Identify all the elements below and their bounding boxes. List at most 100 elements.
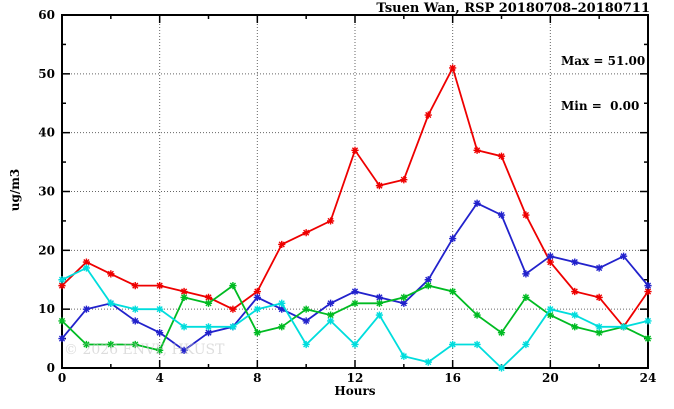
x-tick-labels: 0 4 8 12 16 20 24: [58, 371, 657, 385]
series-green-marker: [546, 311, 554, 319]
series-green-marker: [229, 282, 237, 290]
series-cyan-marker: [58, 276, 66, 284]
series-green-marker: [522, 293, 530, 301]
series-blue-marker: [351, 287, 359, 296]
series-blue-marker: [131, 317, 139, 325]
series-blue-marker: [473, 199, 481, 207]
series-blue-marker: [82, 305, 91, 313]
series-red-marker: [351, 146, 359, 154]
series-red-marker: [595, 293, 603, 301]
series-blue-marker: [595, 264, 603, 272]
series-blue-marker: [278, 305, 286, 313]
series-red-marker: [497, 152, 506, 160]
series-cyan-marker: [522, 340, 530, 349]
series-cyan-marker: [571, 311, 579, 319]
series-red-marker: [571, 287, 579, 296]
y-axis-label: ug/m3: [8, 168, 22, 212]
series-blue-marker: [449, 234, 457, 243]
series-cyan-marker: [180, 323, 188, 331]
series-red-marker: [107, 270, 115, 278]
svg-text:60: 60: [38, 8, 55, 22]
series-cyan-marker: [131, 305, 139, 313]
series-cyan-marker: [278, 299, 286, 307]
series-cyan-marker: [546, 305, 554, 313]
series-blue-marker: [253, 293, 261, 301]
watermark: © 2026 ENVF, HKUST: [64, 342, 225, 358]
series-red-marker: [131, 282, 139, 290]
series-green-marker: [571, 323, 579, 331]
series-blue-marker: [180, 346, 188, 354]
series-red-marker: [278, 240, 286, 249]
svg-text:30: 30: [38, 185, 55, 199]
series-green-marker: [302, 305, 310, 313]
series-cyan-marker: [326, 317, 335, 325]
series-green-marker: [424, 282, 432, 290]
series-blue-marker: [644, 282, 652, 290]
series-cyan-marker: [253, 305, 261, 313]
series-green-marker: [351, 299, 359, 307]
series-cyan-marker: [595, 323, 603, 331]
series-red-marker: [449, 64, 457, 72]
series-green-marker: [131, 340, 139, 349]
series-red-marker: [302, 229, 310, 237]
series-red-marker: [375, 182, 384, 190]
series-green-marker: [180, 293, 188, 301]
series-cyan-marker: [156, 305, 164, 313]
series-cyan-marker: [302, 340, 310, 349]
series-red: [58, 64, 652, 331]
series-cyan-marker: [204, 323, 213, 331]
series-cyan-marker: [82, 264, 91, 272]
series-blue-marker: [400, 299, 408, 307]
series-green-marker: [400, 293, 408, 301]
series-blue-marker: [424, 276, 432, 284]
series-cyan-marker: [473, 340, 481, 349]
svg-text:0: 0: [58, 371, 66, 385]
series-green-marker: [595, 329, 603, 337]
series-red-marker: [546, 258, 554, 266]
y-tick-labels: 0 10 20 30 40 50 60: [38, 8, 55, 375]
svg-text:20: 20: [542, 371, 559, 385]
series-blue-marker: [326, 299, 335, 307]
series-cyan-marker: [644, 317, 652, 325]
series-red-marker: [229, 305, 237, 313]
series-green-marker: [156, 346, 164, 354]
svg-text:0: 0: [47, 361, 55, 375]
series-green-marker: [58, 317, 66, 325]
series-green: [58, 282, 652, 354]
svg-text:40: 40: [38, 126, 55, 140]
series-red-marker: [253, 287, 261, 296]
svg-text:24: 24: [640, 371, 657, 385]
series-blue-marker: [571, 258, 579, 266]
series-green-marker: [204, 299, 213, 307]
series-green-marker: [497, 329, 506, 337]
series-green-marker: [375, 299, 384, 307]
series-cyan-marker: [497, 364, 506, 372]
series-red-marker: [400, 176, 408, 184]
series-red-marker: [326, 217, 335, 225]
series-red-marker: [180, 287, 188, 296]
series-cyan-marker: [229, 323, 237, 331]
series-blue-marker: [204, 329, 213, 337]
svg-text:10: 10: [38, 302, 55, 316]
series-blue-marker: [619, 252, 628, 260]
chart-title: Tsuen Wan, RSP 20180708–20180711: [376, 1, 650, 16]
x-axis-label: Hours: [334, 384, 376, 398]
svg-text:20: 20: [38, 243, 55, 257]
series-green-marker: [644, 334, 652, 343]
series-red-marker: [522, 211, 530, 219]
series-blue-marker: [522, 270, 530, 278]
series-blue-marker: [58, 334, 66, 343]
svg-text:16: 16: [444, 371, 461, 385]
series-blue-marker: [156, 329, 164, 337]
series-green-marker: [473, 311, 481, 319]
series-green-marker: [107, 340, 115, 349]
svg-text:4: 4: [155, 371, 163, 385]
series-red-marker: [473, 146, 481, 154]
series-blue-marker: [375, 293, 384, 301]
series-blue-marker: [546, 252, 554, 260]
svg-text:8: 8: [253, 371, 261, 385]
series-blue-marker: [302, 317, 310, 325]
svg-text:50: 50: [38, 67, 55, 81]
